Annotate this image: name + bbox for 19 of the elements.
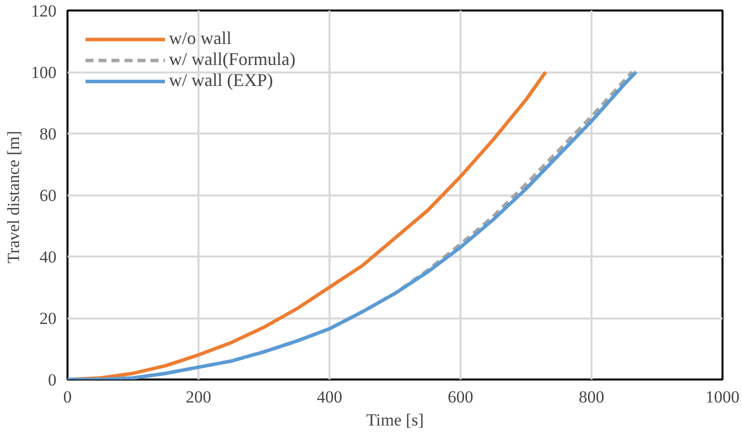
- x-tick-label: 1000: [706, 388, 740, 406]
- y-tick-label: 60: [40, 186, 56, 205]
- y-axis-title: Travel distance [m]: [4, 130, 23, 264]
- line-series: [68, 70, 548, 380]
- y-tick-label: 20: [40, 309, 56, 328]
- x-tick-label: 600: [448, 388, 474, 406]
- legend-label: w/ wall(Formula): [169, 49, 296, 70]
- x-tick-label: 800: [578, 388, 604, 406]
- x-tick-label: 400: [316, 388, 342, 406]
- legend-label: w/o wall: [169, 28, 232, 49]
- y-tick-label: 80: [40, 124, 56, 144]
- y-tick-label: 100: [31, 63, 56, 82]
- y-tick-label: 40: [40, 248, 56, 266]
- y-tick-label: 120: [31, 2, 56, 20]
- x-axis-title: Time [s]: [366, 410, 424, 430]
- x-tick-label: 0: [63, 388, 72, 406]
- legend-label: w/ wall (EXP): [169, 70, 273, 91]
- x-tick-label: 200: [186, 388, 212, 406]
- y-tick-label: 0: [48, 370, 56, 390]
